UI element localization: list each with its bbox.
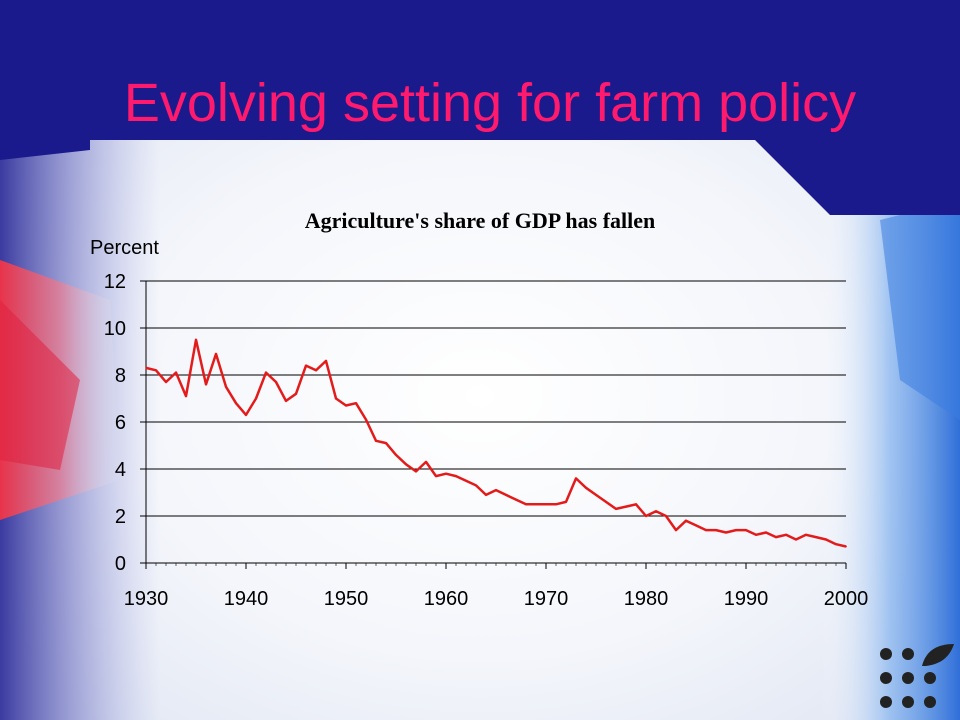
data-point xyxy=(165,381,167,383)
data-point xyxy=(145,367,147,369)
data-point xyxy=(765,531,767,534)
data-point xyxy=(395,454,397,456)
data-point xyxy=(645,515,647,517)
data-point xyxy=(835,543,837,546)
data-point xyxy=(435,475,437,477)
data-point xyxy=(625,505,627,508)
data-point xyxy=(385,442,387,445)
data-point xyxy=(525,503,527,506)
data-point xyxy=(825,538,827,541)
data-point xyxy=(665,515,667,517)
series-line xyxy=(145,338,847,548)
x-tick-label: 1990 xyxy=(724,588,769,610)
data-point xyxy=(335,397,337,400)
y-tick-label: 8 xyxy=(115,365,126,387)
y-tick-label: 2 xyxy=(115,506,126,528)
gridlines xyxy=(146,280,846,517)
data-point xyxy=(295,392,297,395)
data-point xyxy=(785,533,787,536)
data-point xyxy=(515,498,517,501)
data-point xyxy=(305,364,307,367)
data-point xyxy=(255,397,257,400)
data-point xyxy=(755,533,757,536)
y-tick-label: 4 xyxy=(115,459,126,481)
axes xyxy=(140,280,847,569)
data-point xyxy=(265,371,267,374)
y-tick-labels: 0 2 4 6 8 10 12 xyxy=(104,271,126,575)
data-point xyxy=(635,503,637,506)
dots-leaf-logo-icon xyxy=(880,644,954,708)
x-tick-labels: 1930 1940 1950 1960 1970 1980 1990 2000 xyxy=(124,588,869,610)
data-point xyxy=(675,529,677,531)
data-point xyxy=(455,475,457,477)
data-point xyxy=(605,501,607,503)
data-point xyxy=(345,404,347,407)
data-point xyxy=(445,472,447,475)
y-tick-label: 6 xyxy=(115,412,126,434)
data-point xyxy=(415,470,417,473)
data-point xyxy=(775,536,777,539)
y-tick-label: 12 xyxy=(104,271,126,293)
data-point xyxy=(185,395,187,398)
series-layer xyxy=(145,338,847,548)
data-point xyxy=(285,399,287,402)
data-point xyxy=(715,529,717,531)
y-tick-label: 10 xyxy=(104,318,126,340)
data-point xyxy=(175,371,177,374)
data-point xyxy=(745,529,747,531)
data-point xyxy=(685,519,687,522)
data-point xyxy=(535,503,537,506)
data-point xyxy=(505,493,507,496)
data-point xyxy=(215,352,217,355)
data-point xyxy=(355,402,357,405)
x-tick-label: 1980 xyxy=(624,588,669,610)
data-point xyxy=(735,529,737,531)
data-point xyxy=(485,493,487,496)
data-point xyxy=(805,533,807,536)
data-point xyxy=(795,538,797,541)
data-point xyxy=(585,486,587,489)
data-point xyxy=(365,418,367,421)
data-point xyxy=(565,501,567,503)
data-point xyxy=(495,489,497,492)
x-tick-label: 1950 xyxy=(324,588,369,610)
slide-title: Evolving setting for farm policy xyxy=(123,73,857,133)
x-tick-label: 2000 xyxy=(824,588,869,610)
data-point xyxy=(705,529,707,531)
data-point xyxy=(695,524,697,527)
data-point xyxy=(465,479,467,482)
data-point xyxy=(155,369,157,372)
data-point xyxy=(405,463,407,466)
data-point xyxy=(425,461,427,463)
chart-title: Agriculture's share of GDP has fallen xyxy=(305,208,656,233)
data-point xyxy=(555,503,557,506)
data-point xyxy=(205,383,207,386)
data-point xyxy=(235,402,237,405)
data-point xyxy=(725,531,727,534)
data-point xyxy=(225,385,227,388)
data-point xyxy=(195,338,197,341)
title-banner xyxy=(0,0,960,215)
y-tick-label: 0 xyxy=(115,553,126,575)
data-point xyxy=(595,493,597,496)
data-point xyxy=(315,369,317,372)
data-point xyxy=(575,477,577,480)
data-point xyxy=(245,414,247,416)
data-point xyxy=(475,484,477,487)
data-point xyxy=(655,510,657,513)
data-point xyxy=(615,508,617,510)
data-point xyxy=(275,381,277,383)
data-point xyxy=(375,439,377,442)
data-point xyxy=(545,503,547,506)
x-tick-label: 1970 xyxy=(524,588,569,610)
data-point xyxy=(845,545,847,548)
x-tick-label: 1940 xyxy=(224,588,269,610)
y-axis-label: Percent xyxy=(90,237,159,259)
x-tick-label: 1930 xyxy=(124,588,169,610)
x-tick-label: 1960 xyxy=(424,588,469,610)
data-point xyxy=(815,536,817,539)
data-point xyxy=(325,360,327,362)
